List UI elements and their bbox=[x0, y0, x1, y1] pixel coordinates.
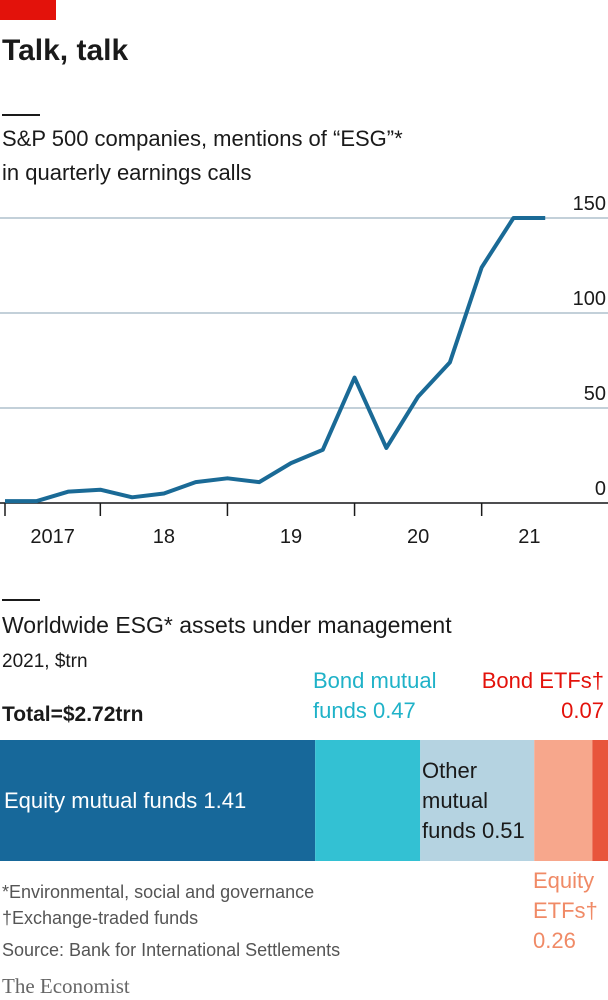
total-annotation: Total=$2.72trn bbox=[2, 703, 143, 726]
segment-label: Equity mutual funds 1.41 bbox=[4, 786, 246, 816]
segment-value: 0.07 bbox=[561, 698, 604, 723]
bar-segment bbox=[0, 740, 316, 861]
segment-name: Other mutual funds bbox=[422, 758, 489, 843]
source: Source: Bank for International Settlemen… bbox=[2, 940, 340, 960]
title: Talk, talk bbox=[2, 34, 128, 67]
y-tick-label: 0 bbox=[595, 478, 606, 500]
x-tick-label: 20 bbox=[407, 526, 429, 548]
bar-segment bbox=[534, 740, 593, 861]
footnote: *Environmental, social and governance bbox=[2, 882, 314, 902]
brand: The Economist bbox=[2, 974, 130, 998]
segment-label: Bond mutual funds 0.47 bbox=[313, 666, 463, 726]
bar-subtitle: 2021, $trn bbox=[2, 651, 88, 672]
segment-label: Equity ETFs† 0.26 bbox=[533, 866, 608, 956]
segment-value: 0.26 bbox=[533, 928, 576, 953]
bar-segment bbox=[592, 740, 608, 861]
segment-name: Bond ETFs† bbox=[481, 668, 604, 693]
line-subtitle: in quarterly earnings calls bbox=[2, 160, 251, 185]
segment-name: Equity ETFs† bbox=[533, 868, 598, 923]
segment-value: 0.47 bbox=[372, 698, 416, 723]
x-tick-label: 18 bbox=[153, 526, 175, 548]
y-tick-label: 50 bbox=[584, 383, 606, 405]
segment-name: Equity mutual funds bbox=[4, 788, 198, 813]
segment-value: 0.51 bbox=[481, 818, 525, 843]
y-tick-label: 100 bbox=[573, 288, 606, 310]
x-tick-label: 19 bbox=[280, 526, 302, 548]
segment-name: Bond mutual funds bbox=[313, 668, 437, 723]
x-tick-label: 21 bbox=[518, 526, 540, 548]
segment-label: Other mutual funds 0.51 bbox=[422, 756, 537, 846]
line bbox=[5, 216, 546, 504]
y-tick-label: 150 bbox=[573, 193, 606, 215]
segment-value: 1.41 bbox=[203, 788, 247, 813]
line-title: S&P 500 companies, mentions of “ESG”* bbox=[2, 126, 403, 151]
brand-bar bbox=[0, 0, 56, 20]
x-tick-label: 2017 bbox=[30, 526, 75, 548]
bar-title: Worldwide ESG* assets under management bbox=[2, 612, 452, 638]
bar-segment bbox=[315, 740, 421, 861]
segment-label: Bond ETFs† 0.07 bbox=[464, 666, 604, 726]
bar-segment bbox=[420, 740, 535, 861]
footnote: †Exchange-traded funds bbox=[2, 908, 198, 928]
